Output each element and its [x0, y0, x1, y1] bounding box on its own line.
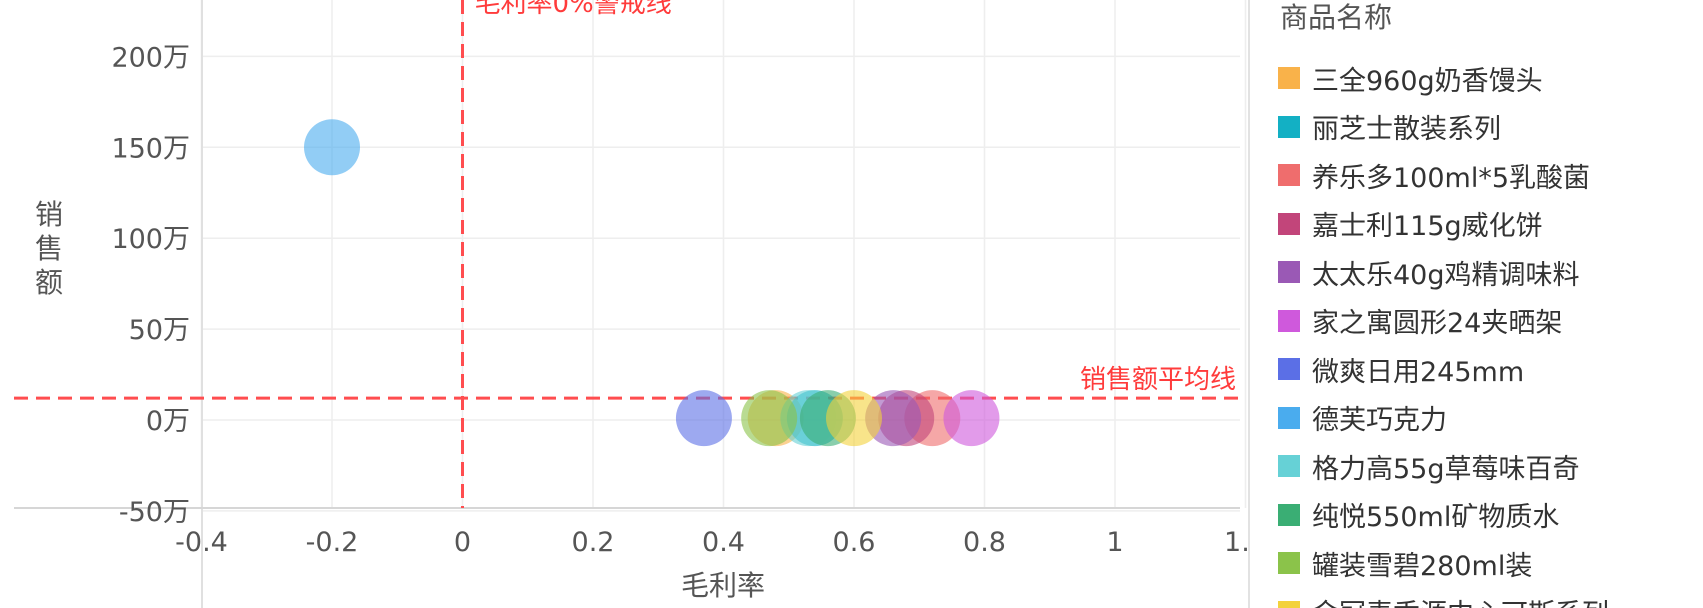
legend-swatch [1278, 261, 1300, 284]
x-tick-label: 0.8 [963, 527, 1006, 558]
x-tick-label: 0.6 [833, 527, 876, 558]
legend-swatch [1278, 503, 1300, 526]
data-point[interactable] [741, 390, 798, 447]
legend-item[interactable]: 三全960g奶香馒头 [1278, 54, 1609, 103]
x-tick-label: 0.4 [702, 527, 745, 558]
x-axis-title: 毛利率 [681, 569, 765, 602]
legend-item[interactable]: 金冠麦香源中心可斯系列 [1278, 588, 1609, 608]
legend-label: 丽芝士散装系列 [1312, 114, 1501, 146]
legend-item[interactable]: 太太乐40g鸡精调味料 [1278, 248, 1609, 297]
legend-list: 三全960g奶香馒头 丽芝士散装系列养乐多100ml*5乳酸菌 嘉士利115g威化饼… [1278, 54, 1609, 608]
legend-swatch [1278, 164, 1300, 187]
x-tick-label: -0.2 [306, 527, 359, 558]
y-axis-title: 销售额 [34, 198, 63, 299]
y-tick-label: 50万 [129, 315, 190, 346]
legend-label: 嘉士利115g威化饼 [1312, 211, 1543, 243]
legend-item[interactable]: 养乐多100ml*5乳酸菌 [1278, 151, 1609, 200]
legend-title: 商品名称 [1280, 1, 1393, 34]
data-point[interactable] [826, 390, 882, 447]
legend-item[interactable]: 德芙巧克力 [1278, 394, 1609, 443]
legend-item[interactable]: 纯悦550ml矿物质水 [1278, 491, 1609, 540]
legend-label: 太太乐40g鸡精调味料 [1312, 259, 1580, 291]
legend-swatch [1278, 552, 1300, 575]
legend-label: 格力高55g草莓味百奇 [1312, 453, 1580, 485]
legend-label: 德芙巧克力 [1312, 405, 1447, 437]
legend-item[interactable]: 罐装雪碧280ml装 [1278, 539, 1609, 588]
y-tick-label: 200万 [111, 42, 190, 73]
x-tick-label: 1 [1106, 527, 1123, 558]
scatter-chart: -50万0万50万100万150万200万250万 -0.4-0.200.20.… [14, 0, 1248, 608]
y-tick-label: 0万 [146, 406, 190, 437]
x-tick-label: 0 [454, 527, 471, 558]
legend-swatch [1278, 67, 1300, 90]
legend-swatch [1278, 115, 1300, 138]
legend-item[interactable]: 微爽日用245mm [1278, 345, 1609, 394]
legend-swatch [1278, 212, 1300, 235]
data-point[interactable] [943, 390, 1000, 447]
legend-label: 家之寓圆形24夹晒架 [1312, 308, 1563, 340]
legend-swatch [1278, 358, 1300, 381]
y-tick-label: 100万 [111, 224, 190, 255]
legend-label: 养乐多100ml*5乳酸菌 [1312, 162, 1591, 194]
legend-swatch [1278, 309, 1300, 332]
x-tick-label: 0.2 [572, 527, 615, 558]
legend-item[interactable]: 丽芝士散装系列 [1278, 103, 1609, 152]
x-axis-ticks: -0.4 -0.2 0 0.2 0.4 0.6 0.8 1 1.2 [175, 527, 1248, 558]
y-tick-label: 150万 [111, 133, 190, 164]
data-point[interactable] [675, 390, 732, 447]
legend-item[interactable]: 家之寓圆形24夹晒架 [1278, 297, 1609, 346]
x-tick-label: 1.2 [1224, 527, 1248, 558]
legend-swatch [1278, 455, 1300, 478]
axes [14, 0, 1240, 608]
legend-label: 罐装雪碧280ml装 [1312, 550, 1533, 582]
legend-label: 金冠麦香源中心可斯系列 [1312, 592, 1609, 608]
legend-swatch [1278, 406, 1300, 429]
data-point[interactable] [304, 119, 360, 176]
legend-label: 纯悦550ml矿物质水 [1312, 502, 1560, 534]
legend-swatch [1278, 600, 1300, 608]
sales-average-label: 销售额平均线 [1080, 365, 1236, 395]
grid [200, 0, 1247, 512]
legend: 商品名称 三全960g奶香馒头 丽芝士散装系列养乐多100ml*5乳酸菌 嘉士利11… [1248, 0, 1703, 608]
x-tick-label: -0.4 [175, 527, 228, 558]
legend-item[interactable]: 嘉士利115g威化饼 [1278, 200, 1609, 249]
legend-label: 微爽日用245mm [1312, 356, 1525, 388]
data-point[interactable] [865, 390, 922, 447]
legend-label: 三全960g奶香馒头 [1312, 65, 1543, 97]
y-tick-label: -50万 [119, 497, 190, 528]
data-points[interactable] [304, 119, 1000, 447]
y-axis-ticks: -50万0万50万100万150万200万250万 [111, 42, 190, 528]
margin-warning-label: 毛利率0%警戒线 [475, 0, 672, 19]
legend-item[interactable]: 格力高55g草莓味百奇 [1278, 442, 1609, 491]
